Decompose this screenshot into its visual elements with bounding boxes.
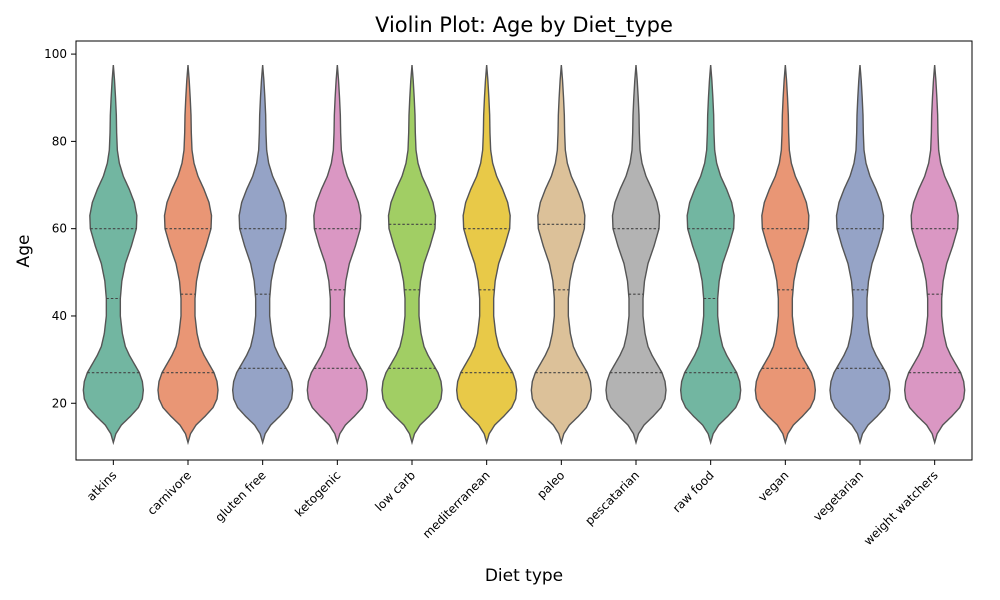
x-tick-label-raw-food: raw food: [670, 468, 717, 515]
quartiles-group: [87, 223, 961, 374]
violin-gluten-free: [231, 64, 294, 446]
x-tick-label-low-carb: low carb: [372, 468, 418, 514]
x-tick-label-atkins: atkins: [84, 468, 119, 503]
violins-group: [82, 64, 966, 446]
violin-carnivore: [157, 64, 219, 446]
chart-title: Violin Plot: Age by Diet_type: [375, 13, 673, 38]
violin-raw-food: [679, 64, 742, 446]
violin-ketogenic: [306, 64, 369, 446]
x-tick-label-vegan: vegan: [755, 468, 791, 504]
x-axis-ticks: atkins carnivore gluten free ketogenic low c…: [84, 460, 941, 548]
y-axis-ticks: 20 40 60 80 100: [44, 47, 76, 410]
violin-atkins: [82, 64, 145, 446]
violin-mediterranean: [455, 64, 518, 446]
x-tick-label-paleo: paleo: [534, 468, 567, 501]
violin-vegetarian: [829, 64, 891, 446]
x-tick-label-carnivore: carnivore: [145, 468, 195, 518]
x-tick-label-vegetarian: vegetarian: [810, 468, 866, 524]
y-tick-label: 20: [52, 396, 67, 410]
violin-vegan: [754, 64, 817, 446]
x-tick-label-weight-watchers: weight watchers: [861, 468, 941, 548]
violin-pescatarian: [605, 64, 667, 446]
violin-low-carb: [381, 64, 443, 446]
x-tick-label-gluten-free: gluten free: [212, 468, 268, 524]
violin-weight-watchers: [903, 64, 966, 446]
x-tick-label-ketogenic: ketogenic: [292, 468, 343, 519]
x-tick-label-mediterranean: mediterranean: [420, 468, 493, 541]
x-tick-label-pescatarian: pescatarian: [582, 468, 642, 528]
y-tick-label: 60: [52, 222, 67, 236]
y-tick-label: 40: [52, 309, 67, 323]
violin-paleo: [530, 64, 593, 446]
y-axis-title: Age: [14, 235, 34, 268]
y-tick-label: 100: [44, 47, 67, 61]
x-axis-title: Diet type: [485, 566, 563, 586]
y-tick-label: 80: [52, 134, 67, 148]
plot-frame: [75, 40, 973, 461]
